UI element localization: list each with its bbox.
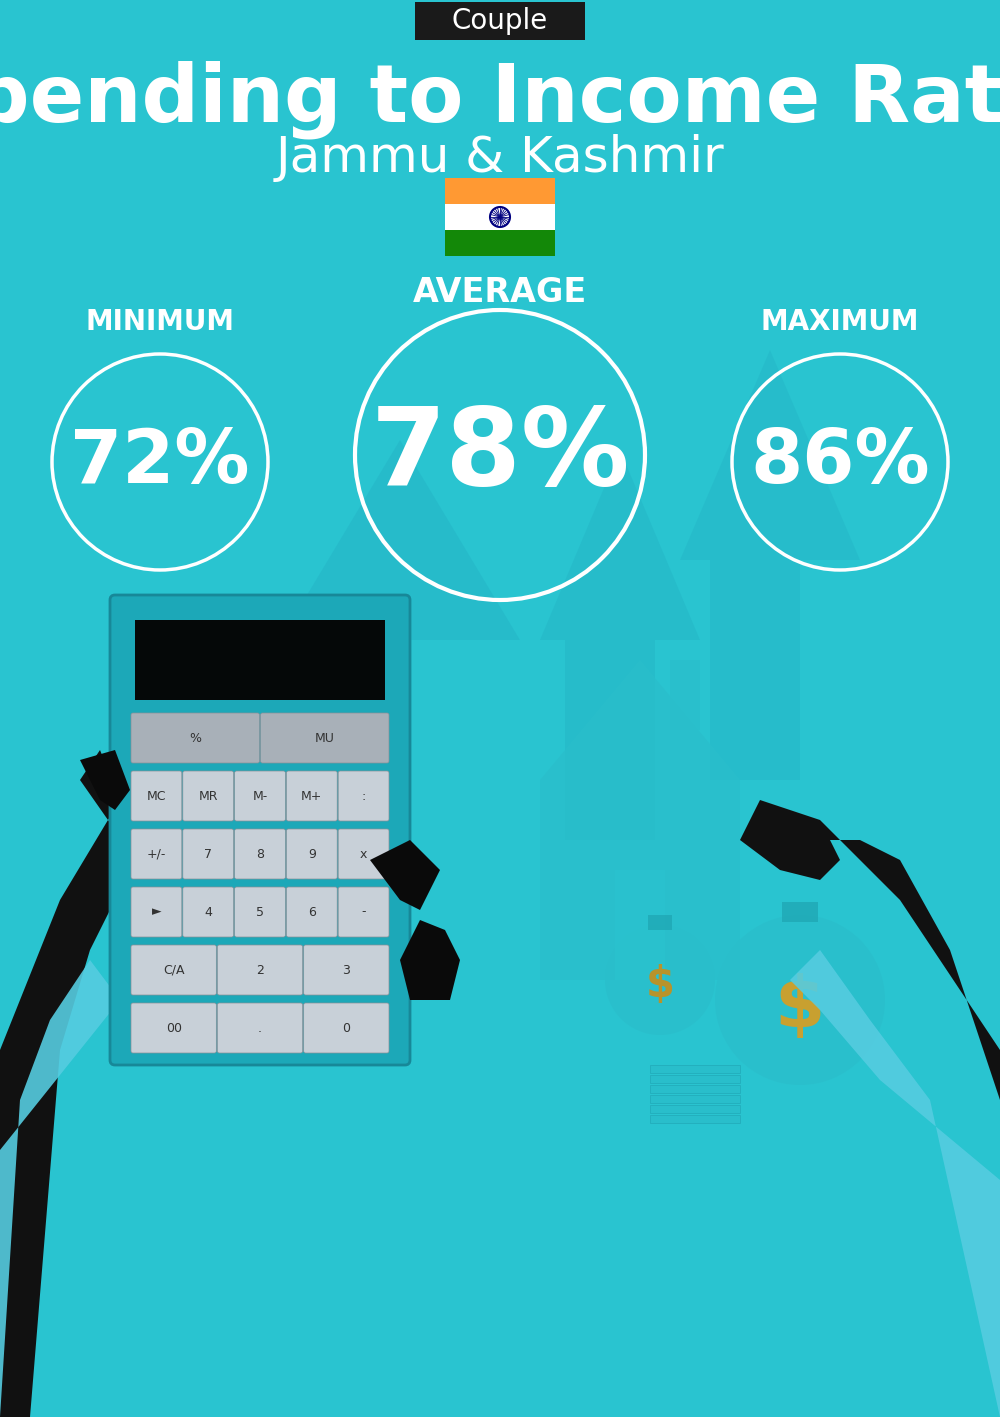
Text: AVERAGE: AVERAGE <box>413 275 587 309</box>
Text: 8: 8 <box>256 847 264 860</box>
FancyBboxPatch shape <box>131 829 182 879</box>
Text: 9: 9 <box>308 847 316 860</box>
Text: $: $ <box>775 973 825 1043</box>
Polygon shape <box>280 441 520 640</box>
FancyBboxPatch shape <box>183 887 234 937</box>
Text: -: - <box>361 905 366 918</box>
FancyBboxPatch shape <box>235 887 285 937</box>
Text: M+: M+ <box>301 789 322 802</box>
FancyBboxPatch shape <box>304 945 389 995</box>
Text: 3: 3 <box>342 964 350 976</box>
FancyBboxPatch shape <box>650 1066 740 1073</box>
Text: +/-: +/- <box>147 847 166 860</box>
FancyBboxPatch shape <box>710 560 800 779</box>
FancyBboxPatch shape <box>217 945 303 995</box>
FancyBboxPatch shape <box>217 1003 303 1053</box>
Text: .: . <box>258 1022 262 1034</box>
Text: 00: 00 <box>166 1022 182 1034</box>
Text: MU: MU <box>315 731 335 744</box>
Circle shape <box>605 925 715 1034</box>
FancyBboxPatch shape <box>110 595 410 1066</box>
Polygon shape <box>790 949 1000 1417</box>
Text: 0: 0 <box>342 1022 350 1034</box>
Circle shape <box>715 915 885 1085</box>
FancyBboxPatch shape <box>131 1003 216 1053</box>
Text: Couple: Couple <box>452 7 548 35</box>
FancyBboxPatch shape <box>338 771 389 820</box>
FancyBboxPatch shape <box>235 829 285 879</box>
FancyBboxPatch shape <box>131 713 260 762</box>
FancyBboxPatch shape <box>135 621 385 700</box>
Text: $: $ <box>646 964 674 1006</box>
FancyBboxPatch shape <box>131 887 182 937</box>
FancyBboxPatch shape <box>304 1003 389 1053</box>
Text: 5: 5 <box>256 905 264 918</box>
Polygon shape <box>400 920 460 1000</box>
FancyBboxPatch shape <box>650 1095 740 1102</box>
FancyBboxPatch shape <box>131 771 182 820</box>
FancyBboxPatch shape <box>782 903 818 922</box>
FancyBboxPatch shape <box>235 771 285 820</box>
FancyBboxPatch shape <box>445 230 555 256</box>
FancyBboxPatch shape <box>540 779 740 981</box>
Polygon shape <box>680 350 860 560</box>
FancyBboxPatch shape <box>286 887 337 937</box>
Text: 72%: 72% <box>70 425 250 499</box>
FancyBboxPatch shape <box>286 771 337 820</box>
Text: 86%: 86% <box>750 425 930 499</box>
Text: C/A: C/A <box>163 964 184 976</box>
FancyBboxPatch shape <box>565 640 655 840</box>
FancyBboxPatch shape <box>260 713 389 762</box>
FancyBboxPatch shape <box>650 1105 740 1112</box>
FancyBboxPatch shape <box>338 829 389 879</box>
Text: 7: 7 <box>204 847 212 860</box>
FancyBboxPatch shape <box>670 660 700 730</box>
FancyBboxPatch shape <box>648 915 672 930</box>
FancyBboxPatch shape <box>650 1115 740 1124</box>
Polygon shape <box>540 451 700 640</box>
Text: x: x <box>360 847 367 860</box>
Text: MR: MR <box>198 789 218 802</box>
Polygon shape <box>540 660 740 779</box>
Polygon shape <box>370 840 440 910</box>
Text: MINIMUM: MINIMUM <box>86 307 234 336</box>
FancyBboxPatch shape <box>445 204 555 230</box>
FancyBboxPatch shape <box>415 1 585 40</box>
FancyBboxPatch shape <box>183 771 234 820</box>
FancyBboxPatch shape <box>131 945 216 995</box>
Polygon shape <box>80 750 130 811</box>
Text: %: % <box>189 731 201 744</box>
Text: Jammu & Kashmir: Jammu & Kashmir <box>276 135 724 181</box>
Text: 4: 4 <box>204 905 212 918</box>
Text: ►: ► <box>152 905 161 918</box>
Polygon shape <box>0 750 130 1417</box>
FancyBboxPatch shape <box>286 829 337 879</box>
Text: Spending to Income Ratio: Spending to Income Ratio <box>0 61 1000 139</box>
Text: 6: 6 <box>308 905 316 918</box>
Text: M-: M- <box>252 789 268 802</box>
Text: MC: MC <box>147 789 166 802</box>
Text: :: : <box>361 789 366 802</box>
Text: 78%: 78% <box>370 402 630 509</box>
FancyBboxPatch shape <box>338 887 389 937</box>
FancyBboxPatch shape <box>615 870 665 981</box>
Polygon shape <box>740 801 1000 1417</box>
FancyBboxPatch shape <box>650 1085 740 1093</box>
FancyBboxPatch shape <box>650 1076 740 1083</box>
Text: 2: 2 <box>256 964 264 976</box>
FancyBboxPatch shape <box>183 829 234 879</box>
Polygon shape <box>0 959 120 1417</box>
Text: MAXIMUM: MAXIMUM <box>761 307 919 336</box>
FancyBboxPatch shape <box>445 179 555 204</box>
